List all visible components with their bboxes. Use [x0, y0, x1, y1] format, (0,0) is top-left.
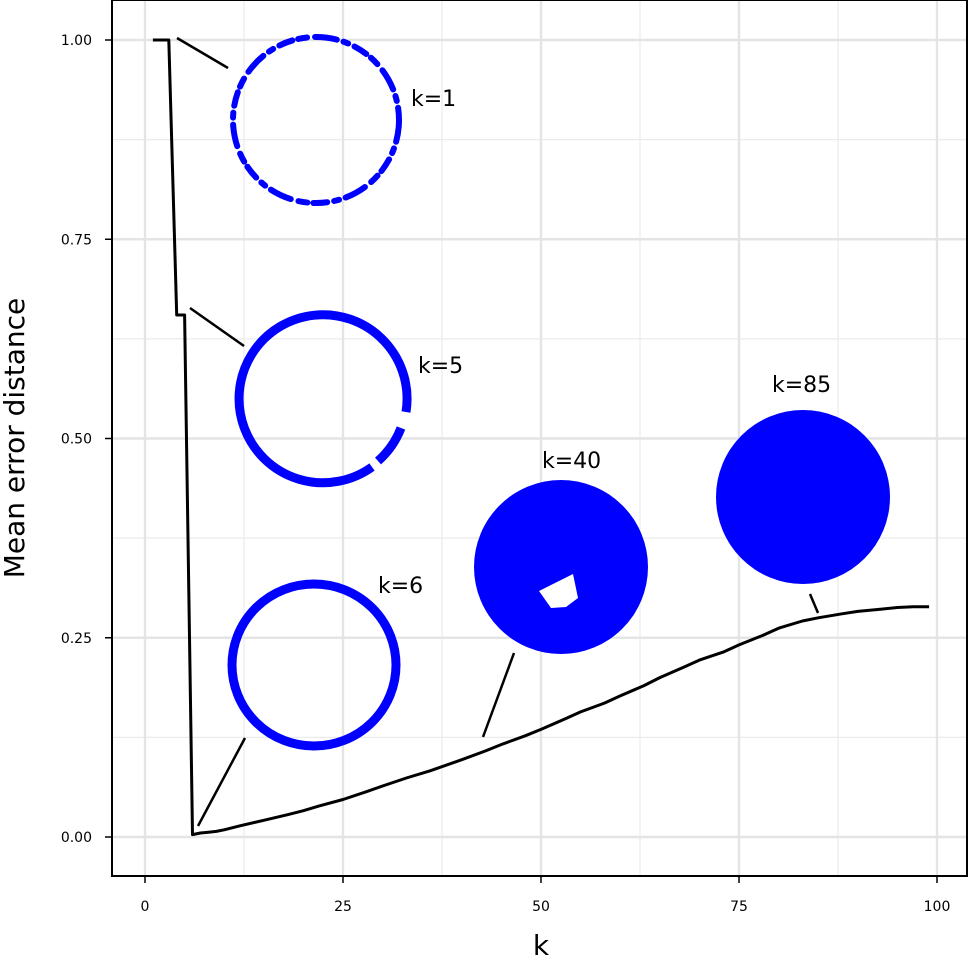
y-axis-title: Mean error distance — [0, 298, 31, 579]
shape-k5-ring — [234, 310, 412, 488]
y-axis: 0.00 0.25 0.50 0.75 1.00 — [61, 33, 112, 846]
annotation-label-k85: k=85 — [772, 373, 831, 398]
shape-k1-dashed-ring — [230, 34, 402, 206]
shape-k85-disk — [716, 410, 890, 584]
annotation-label-k40: k=40 — [542, 449, 601, 474]
x-axis: 0 25 50 75 100 — [141, 876, 951, 915]
shape-k5-ring-segment — [374, 426, 406, 465]
series-line — [152, 38, 930, 837]
leader-line-k1 — [176, 36, 229, 70]
leader-line-k40 — [481, 652, 516, 738]
y-tick-label: 0.75 — [61, 232, 92, 248]
y-tick-label: 0.00 — [61, 830, 92, 846]
y-tick-label: 1.00 — [61, 33, 92, 49]
annotation-label-k1: k=1 — [411, 87, 456, 112]
leader-line-k6 — [196, 737, 247, 827]
annotation-label-k6: k=6 — [378, 574, 423, 599]
y-tick-label: 0.25 — [61, 631, 92, 647]
leader-line-k85 — [808, 593, 820, 614]
annotation-label-k5: k=5 — [418, 354, 463, 379]
shape-k6-ring — [227, 579, 401, 751]
leader-line-k5 — [189, 306, 245, 348]
x-tick-label: 25 — [334, 899, 352, 915]
x-tick-label: 100 — [924, 899, 951, 915]
shape-k40-hole — [539, 574, 578, 608]
x-tick-label: 50 — [532, 899, 550, 915]
x-tick-label: 0 — [141, 899, 150, 915]
shape-k40-disk — [474, 480, 648, 654]
series-layer — [152, 38, 930, 837]
y-tick-label: 0.50 — [61, 432, 92, 448]
annotations: k=1 k=5 k=6 k=40 k=85 — [176, 34, 890, 827]
x-tick-label: 75 — [730, 899, 748, 915]
x-axis-title: k — [533, 929, 550, 960]
